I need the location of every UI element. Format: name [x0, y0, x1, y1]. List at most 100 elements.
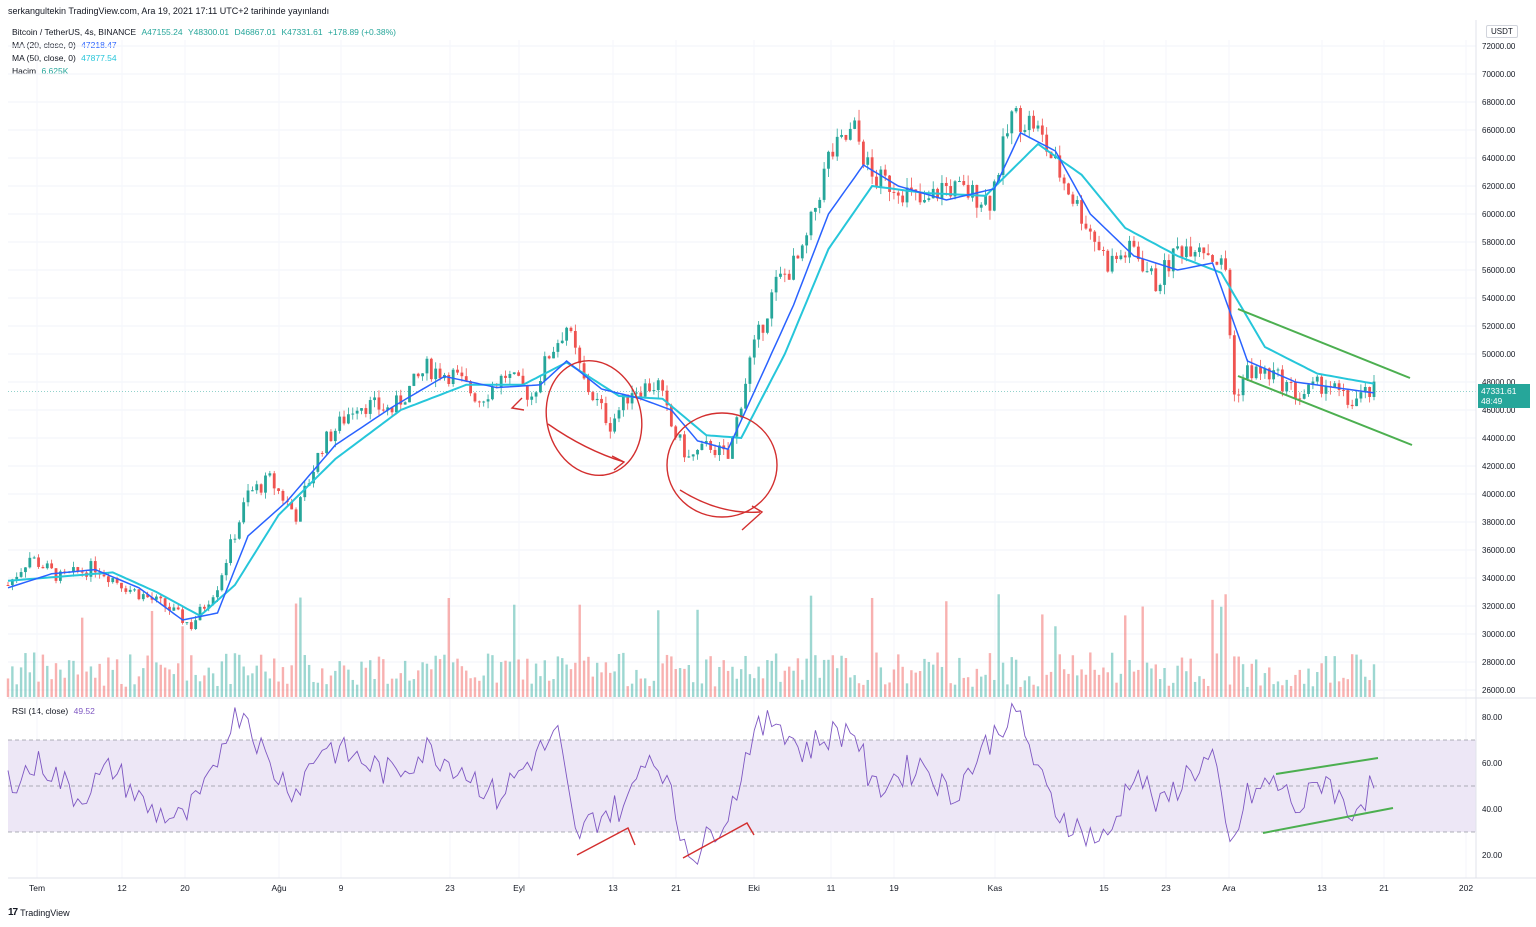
candle-body: [355, 410, 359, 414]
candle-body: [320, 452, 324, 454]
volume-bar: [1228, 684, 1232, 697]
candle-body: [543, 356, 547, 382]
candle-body: [1372, 381, 1376, 397]
ma50-legend[interactable]: MA (50, close, 0) 47877.54: [12, 53, 117, 63]
volume-bar: [927, 661, 931, 697]
candle-body: [1307, 384, 1310, 395]
volume-bar: [412, 679, 416, 697]
candle-body: [626, 394, 630, 404]
price-tick-label: 64000.00: [1482, 154, 1516, 163]
volume-bar: [547, 680, 551, 697]
candle-body: [534, 392, 538, 397]
volume-bar: [1350, 654, 1354, 697]
volume-bar: [395, 678, 398, 697]
volume-bar: [1045, 674, 1048, 697]
time-tick-label: 12: [117, 883, 127, 893]
candle-body: [866, 157, 870, 165]
candle-body: [24, 567, 27, 573]
volume-bar: [1272, 684, 1275, 697]
volume-bar: [774, 653, 778, 697]
candle-body: [412, 373, 416, 386]
candle-body: [434, 368, 438, 380]
candle-body: [1193, 252, 1197, 257]
candle-body: [966, 184, 970, 198]
volume-bar: [50, 679, 53, 697]
volume-bar: [988, 653, 992, 697]
volume-bar: [888, 682, 891, 697]
volume-bar: [1329, 682, 1332, 697]
candle-body: [438, 368, 442, 379]
candle-body: [1102, 249, 1105, 251]
volume-bar: [1014, 659, 1018, 697]
candle-body: [1032, 115, 1035, 129]
candle-body: [525, 385, 529, 400]
candle-body: [957, 181, 961, 183]
candle-body: [168, 606, 171, 611]
candle-body: [1280, 369, 1284, 392]
candle-body: [1150, 268, 1153, 272]
drawings[interactable]: [510, 308, 1413, 859]
volume-bar: [382, 659, 385, 697]
candle-body: [10, 579, 14, 586]
time-tick-label: 21: [671, 883, 681, 893]
candle-body: [115, 578, 119, 583]
volume-bar: [1337, 681, 1341, 697]
volume-bar: [1145, 662, 1149, 697]
candle-body: [347, 414, 350, 424]
candle-body: [779, 273, 782, 277]
candle-body: [521, 375, 525, 386]
candle-body: [1324, 385, 1328, 394]
ma20-legend[interactable]: MA (20, close, 0) 47218.47: [12, 40, 117, 50]
candle-body: [290, 501, 294, 510]
volume-bar: [783, 670, 787, 697]
volume-bar: [434, 655, 437, 697]
candle-body: [796, 255, 800, 259]
volume-bar: [543, 660, 546, 697]
volume-bar: [290, 665, 293, 697]
price-tick-label: 54000.00: [1482, 294, 1516, 303]
rsi-legend[interactable]: RSI (14, close) 49.52: [12, 706, 95, 716]
candle-body: [744, 383, 747, 409]
candle-body: [202, 606, 206, 609]
volume-bar: [827, 659, 830, 697]
candle-body: [303, 485, 307, 498]
candle-body: [1315, 376, 1319, 382]
price-tick-label: 62000.00: [1482, 182, 1516, 191]
candle-body: [774, 276, 778, 293]
symbol-legend: Bitcoin / TetherUS, 4s, BINANCE A47155.2…: [12, 27, 396, 37]
candle-body: [992, 181, 996, 211]
volume-bar: [194, 674, 197, 697]
volume-bar: [76, 674, 80, 697]
candle-body: [883, 169, 887, 176]
candle-body: [1350, 404, 1354, 407]
volume-bar: [687, 665, 691, 697]
volume-bar: [1237, 656, 1240, 697]
volume-bar: [1246, 686, 1249, 697]
time-tick-label: 9: [339, 883, 344, 893]
red-arrow-head: [510, 397, 525, 411]
volume-bar: [399, 673, 402, 697]
currency-badge[interactable]: USDT: [1486, 25, 1518, 38]
volume-bar: [980, 676, 983, 697]
volume-bar: [465, 670, 468, 697]
volume-bar: [766, 660, 769, 697]
volume-legend[interactable]: Hacim 6.625K: [12, 66, 68, 76]
volume-bar: [120, 683, 123, 697]
tradingview-logo[interactable]: 17 TradingView: [8, 907, 70, 918]
candle-body: [1333, 383, 1337, 388]
candle-body: [595, 398, 599, 401]
publish-caption: serkangultekin TradingView.com, Ara 19, …: [8, 6, 330, 16]
volume-bar: [1154, 664, 1157, 697]
candle-body: [1237, 394, 1241, 396]
candle-body: [368, 400, 372, 414]
candle-body: [211, 597, 215, 605]
candle-body: [875, 176, 878, 187]
time-tick-label: Tem: [29, 883, 45, 893]
price-tick-label: 40000.00: [1482, 490, 1516, 499]
candle-body: [137, 589, 141, 600]
volume-bar: [286, 683, 289, 697]
candle-body: [674, 426, 678, 438]
volume-bar: [910, 670, 913, 697]
rsi-channel-lower: [1262, 807, 1394, 834]
